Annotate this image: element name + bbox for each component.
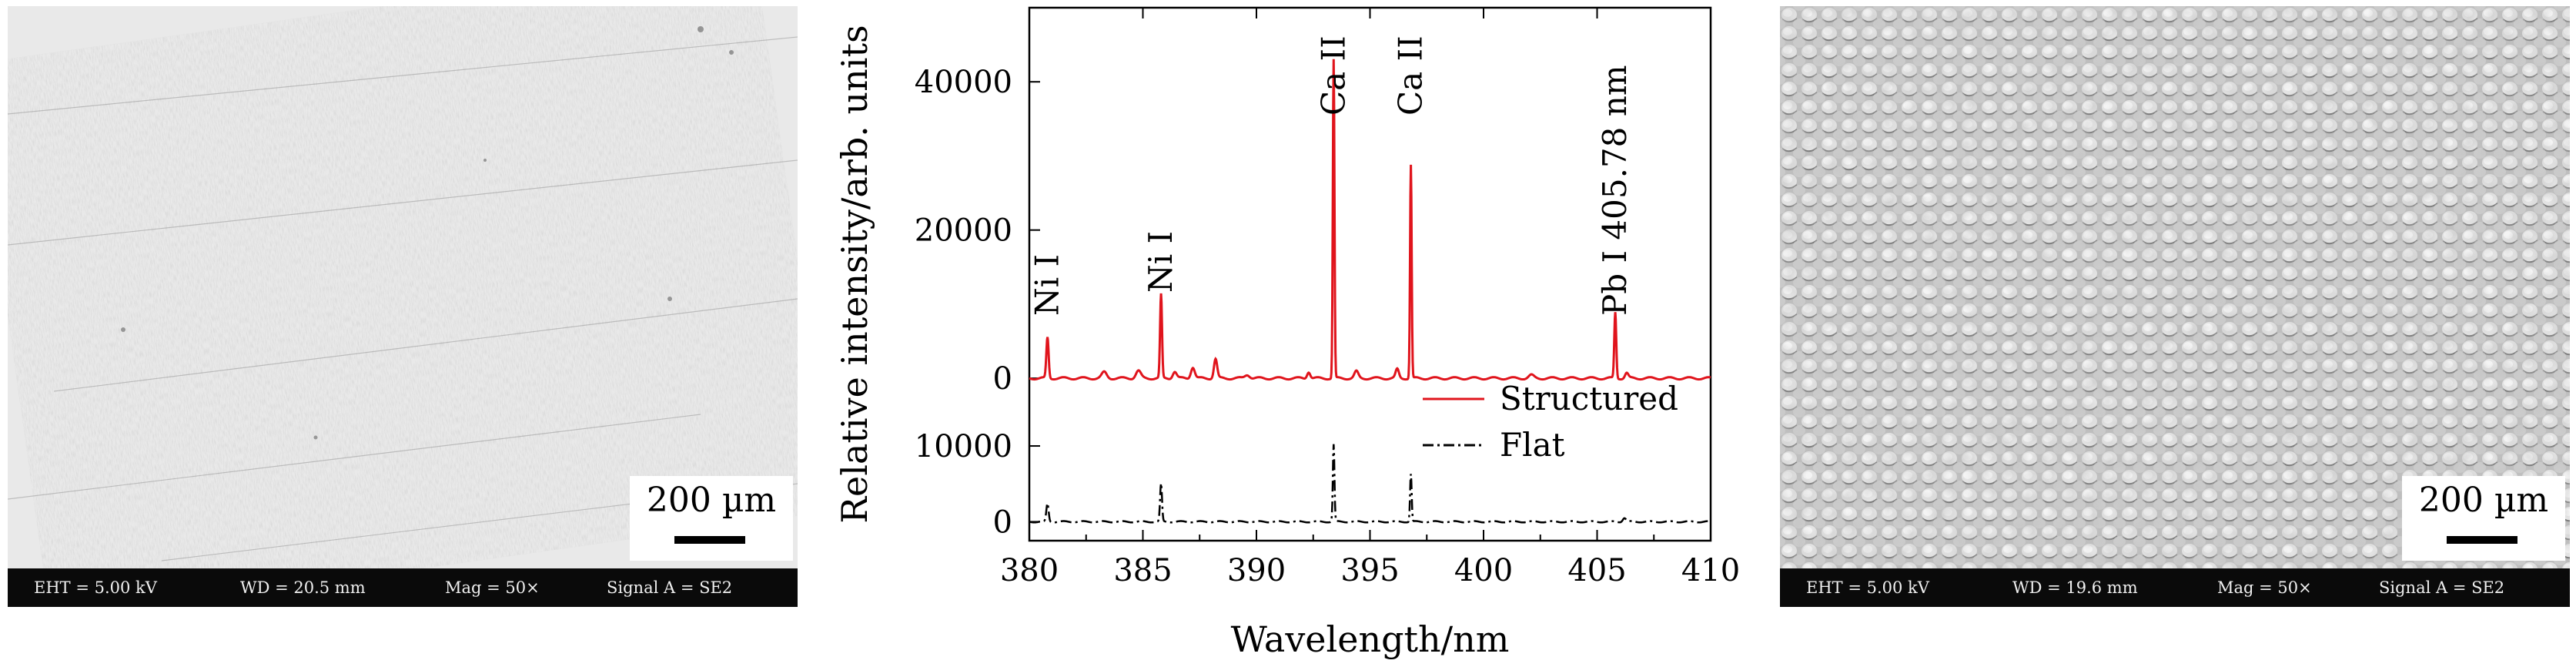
spectrum-lines [1029, 59, 1711, 524]
x-tick-label: 385 [1113, 553, 1172, 588]
signal-value: Signal A = SE2 [2379, 578, 2505, 597]
eht-value: EHT = 5.00 kV [1806, 578, 1929, 597]
structured-surface-micrograph [1780, 6, 2570, 568]
y-tick-label: 0 [993, 361, 1012, 397]
series-structured [1029, 59, 1711, 381]
signal-value: Signal A = SE2 [607, 578, 733, 597]
peak-annotation: Ni I [1142, 231, 1179, 293]
axis-labels: 380 385 390 395 400 405 410 0 20000 40000 0 10000 Ni… [834, 25, 1740, 660]
wd-value: WD = 20.5 mm [240, 578, 366, 597]
scale-bar-line [674, 536, 745, 544]
x-tick-label: 405 [1567, 553, 1626, 588]
x-tick-label: 400 [1454, 553, 1513, 588]
peak-annotation: Pb I 405.78 nm [1596, 65, 1634, 316]
x-axis-title: Wavelength/nm [1231, 618, 1510, 660]
sem-image-flat: 200 µm EHT = 5.00 kV WD = 20.5 mm Mag = … [8, 6, 798, 607]
flat-surface-micrograph [8, 6, 798, 568]
eht-value: EHT = 5.00 kV [34, 578, 157, 597]
peak-annotation: Ni I [1029, 254, 1066, 316]
x-tick-label: 380 [1000, 553, 1059, 588]
peak-annotation: Ca II [1392, 35, 1430, 116]
y-tick-label: 10000 [915, 429, 1012, 464]
x-tick-label: 410 [1681, 553, 1740, 588]
mag-value: Mag = 50× [445, 578, 540, 597]
x-tick-label: 395 [1340, 553, 1399, 588]
spectrum-plot: 380 385 390 395 400 405 410 0 20000 40000 0 10000 Ni… [834, 6, 1740, 660]
wd-value: WD = 19.6 mm [2012, 578, 2138, 597]
sem-info-bar: EHT = 5.00 kV WD = 20.5 mm Mag = 50× Sig… [8, 568, 798, 607]
sem-image-structured: 200 µm EHT = 5.00 kV WD = 19.6 mm Mag = … [1780, 6, 2570, 607]
scale-bar: 200 µm [2402, 476, 2565, 561]
legend-label: Structured [1500, 380, 1678, 417]
scale-bar-label: 200 µm [646, 481, 777, 520]
peak-annotation: Ca II [1314, 35, 1352, 116]
y-tick-label: 20000 [915, 213, 1012, 249]
y-tick-label: 40000 [915, 65, 1012, 100]
spectrum-chart: 380 385 390 395 400 405 410 0 20000 40000 0 10000 Ni… [824, 0, 1763, 667]
series-flat [1029, 444, 1711, 524]
legend: Structured Flat [1423, 380, 1678, 464]
x-tick-label: 390 [1227, 553, 1286, 588]
scale-bar-label: 200 µm [2418, 481, 2549, 520]
sem-info-bar: EHT = 5.00 kV WD = 19.6 mm Mag = 50× Sig… [1780, 568, 2570, 607]
y-tick-label: 0 [993, 504, 1012, 540]
mag-value: Mag = 50× [2217, 578, 2312, 597]
scale-bar-line [2447, 536, 2517, 544]
y-axis-title: Relative intensity/arb. units [834, 25, 875, 523]
legend-label: Flat [1500, 426, 1565, 464]
scale-bar: 200 µm [630, 476, 793, 561]
